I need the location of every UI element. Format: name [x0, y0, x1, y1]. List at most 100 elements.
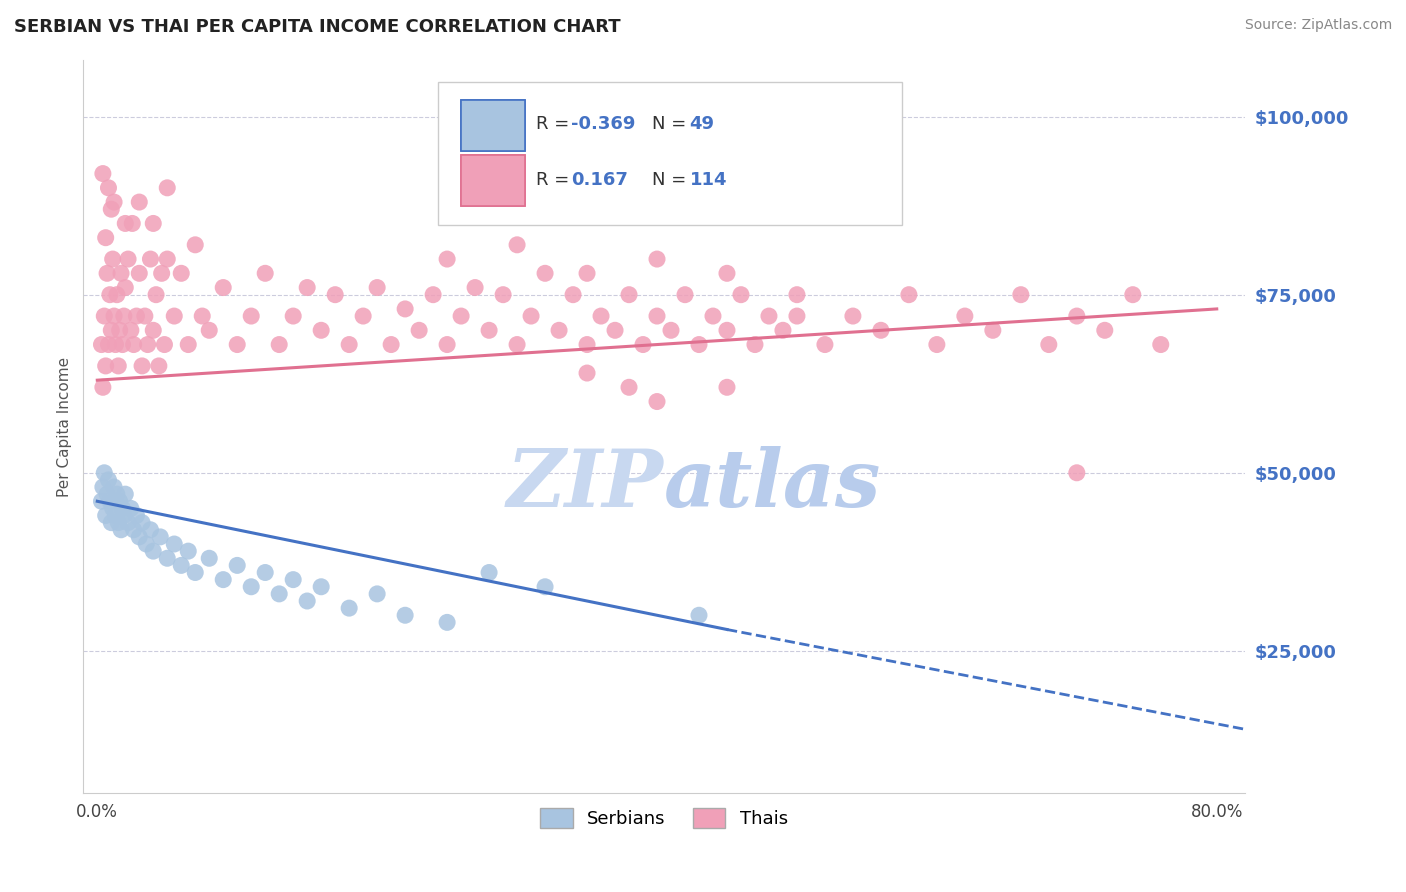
Point: [337, 601, 360, 615]
Point: [269, 337, 291, 351]
Point: [645, 252, 668, 266]
Point: [1010, 287, 1032, 301]
Point: [394, 608, 416, 623]
Point: [128, 195, 150, 210]
Point: [562, 287, 585, 301]
Point: [366, 587, 388, 601]
Point: [128, 530, 150, 544]
Point: [422, 287, 444, 301]
Text: R =: R =: [536, 171, 575, 189]
Point: [90, 337, 112, 351]
Text: ZIP: ZIP: [508, 446, 664, 524]
Point: [191, 309, 214, 323]
Point: [103, 309, 125, 323]
Point: [925, 337, 948, 351]
Point: [108, 494, 131, 508]
Point: [645, 394, 668, 409]
Point: [478, 323, 501, 337]
Y-axis label: Per Capita Income: Per Capita Income: [58, 357, 72, 497]
Point: [450, 309, 472, 323]
Point: [103, 480, 125, 494]
Point: [254, 266, 277, 280]
Point: [125, 508, 148, 523]
Point: [94, 508, 117, 523]
Point: [337, 337, 360, 351]
Point: [870, 323, 893, 337]
Point: [101, 501, 124, 516]
Point: [576, 266, 599, 280]
Point: [184, 566, 207, 580]
Point: [617, 380, 640, 394]
Point: [589, 309, 612, 323]
Point: [128, 266, 150, 280]
Point: [295, 280, 318, 294]
Point: [1038, 337, 1060, 351]
Point: [688, 608, 710, 623]
Point: [283, 573, 305, 587]
Text: 49: 49: [689, 115, 714, 133]
Point: [97, 337, 120, 351]
Point: [107, 359, 129, 373]
Point: [323, 287, 346, 301]
Point: [163, 537, 186, 551]
Point: [226, 558, 249, 573]
Point: [212, 280, 235, 294]
Point: [131, 516, 153, 530]
Point: [548, 323, 571, 337]
Point: [93, 466, 115, 480]
Point: [100, 202, 122, 217]
Point: [145, 287, 167, 301]
Point: [136, 337, 159, 351]
Point: [1150, 337, 1173, 351]
Point: [170, 558, 193, 573]
Point: [139, 252, 162, 266]
Text: R =: R =: [536, 115, 575, 133]
Point: [177, 337, 200, 351]
Point: [97, 473, 120, 487]
Point: [96, 266, 118, 280]
Point: [153, 337, 176, 351]
Point: [716, 323, 738, 337]
Point: [112, 309, 135, 323]
Point: [105, 487, 128, 501]
Point: [309, 323, 332, 337]
Point: [730, 287, 752, 301]
Point: [97, 181, 120, 195]
Point: [117, 516, 139, 530]
Point: [786, 309, 808, 323]
Point: [617, 287, 640, 301]
Point: [380, 337, 402, 351]
Text: atlas: atlas: [664, 446, 882, 524]
Point: [534, 580, 557, 594]
Point: [100, 516, 122, 530]
Text: SERBIAN VS THAI PER CAPITA INCOME CORRELATION CHART: SERBIAN VS THAI PER CAPITA INCOME CORREL…: [14, 18, 620, 36]
Point: [122, 523, 145, 537]
Point: [366, 280, 388, 294]
Legend: Serbians, Thais: Serbians, Thais: [533, 800, 794, 836]
Point: [534, 266, 557, 280]
Point: [198, 323, 221, 337]
Point: [91, 380, 114, 394]
Point: [226, 337, 249, 351]
Point: [91, 480, 114, 494]
Point: [269, 587, 291, 601]
Text: -0.369: -0.369: [571, 115, 636, 133]
Point: [156, 252, 179, 266]
Point: [104, 337, 127, 351]
Point: [254, 566, 277, 580]
Point: [520, 309, 543, 323]
Point: [309, 580, 332, 594]
Point: [142, 323, 165, 337]
Text: 114: 114: [689, 171, 727, 189]
Point: [156, 551, 179, 566]
Point: [91, 167, 114, 181]
Point: [101, 252, 124, 266]
Point: [1066, 309, 1088, 323]
Point: [98, 494, 121, 508]
Point: [492, 287, 515, 301]
Point: [120, 501, 142, 516]
FancyBboxPatch shape: [437, 81, 903, 225]
Point: [240, 309, 263, 323]
Point: [120, 323, 142, 337]
Point: [114, 280, 136, 294]
